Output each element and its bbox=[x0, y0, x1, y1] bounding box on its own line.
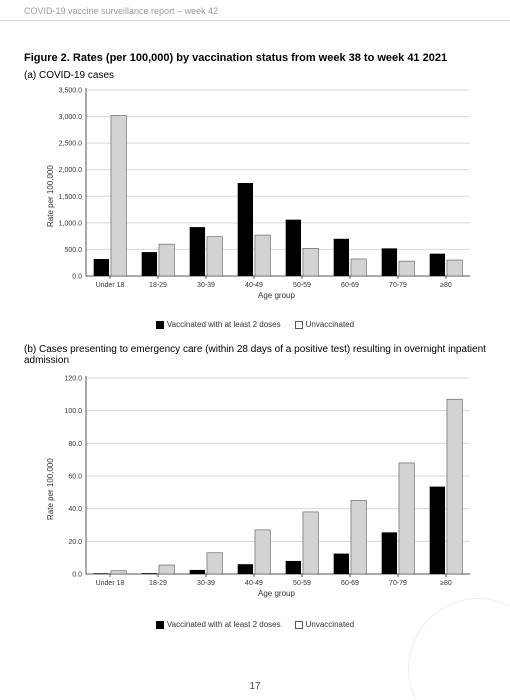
chart-b-svg: 0.0 20.0 40.0 60.0 80.0 100.0 120.0 Under 18 18-… bbox=[44, 374, 474, 596]
svg-text:Under 18: Under 18 bbox=[96, 282, 125, 289]
page-number: 17 bbox=[0, 681, 510, 692]
header-rule bbox=[0, 20, 510, 21]
running-header: COVID-19 vaccine surveillance report – w… bbox=[24, 6, 218, 16]
figure-title: Figure 2. Rates (per 100,000) by vaccina… bbox=[24, 52, 447, 64]
svg-text:18-29: 18-29 bbox=[149, 282, 167, 289]
legend-swatch bbox=[295, 621, 303, 629]
svg-text:2,500.0: 2,500.0 bbox=[59, 141, 82, 148]
chart-b: Rate per 100,000 0.0 20.0 40.0 60.0 80.0 100.… bbox=[44, 374, 474, 596]
chart-a-legend: Vaccinated with at least 2 doses Unvaccin… bbox=[0, 320, 510, 329]
svg-text:30-39: 30-39 bbox=[197, 580, 215, 587]
chart-a-x-axis-label: Age group bbox=[258, 291, 295, 300]
chart-b-x-axis-label: Age group bbox=[258, 589, 295, 598]
svg-text:≥80: ≥80 bbox=[440, 580, 452, 587]
svg-text:20.0: 20.0 bbox=[68, 539, 82, 546]
chart-a-y-axis-label: Rate per 100,000 bbox=[46, 165, 55, 227]
document-page: COVID-19 vaccine surveillance report – w… bbox=[0, 0, 510, 700]
chart-a-subtitle: (a) COVID-19 cases bbox=[24, 70, 114, 81]
legend-swatch bbox=[295, 321, 303, 329]
legend-item: Unvaccinated bbox=[295, 620, 354, 629]
svg-text:40.0: 40.0 bbox=[68, 506, 82, 513]
legend-label: Vaccinated with at least 2 doses bbox=[167, 620, 281, 629]
chart-a: Rate per 100,000 0.0 500.0 1,000.0 1,500.0 2… bbox=[44, 86, 474, 298]
svg-text:3,000.0: 3,000.0 bbox=[59, 114, 82, 121]
svg-text:60-69: 60-69 bbox=[341, 282, 359, 289]
svg-text:80.0: 80.0 bbox=[68, 441, 82, 448]
svg-text:1,000.0: 1,000.0 bbox=[59, 220, 82, 227]
legend-item: Vaccinated with at least 2 doses bbox=[156, 620, 281, 629]
svg-text:40-49: 40-49 bbox=[245, 580, 263, 587]
svg-text:0.0: 0.0 bbox=[72, 572, 82, 579]
svg-text:2,000.0: 2,000.0 bbox=[59, 167, 82, 174]
legend-item: Vaccinated with at least 2 doses bbox=[156, 320, 281, 329]
chart-a-svg: 0.0 500.0 1,000.0 1,500.0 2,000.0 2,500.0 3,00… bbox=[44, 86, 474, 298]
svg-text:60-69: 60-69 bbox=[341, 580, 359, 587]
legend-label: Unvaccinated bbox=[306, 620, 354, 629]
legend-item: Unvaccinated bbox=[295, 320, 354, 329]
chart-b-subtitle: (b) Cases presenting to emergency care (… bbox=[24, 344, 486, 366]
svg-text:60.0: 60.0 bbox=[68, 474, 82, 481]
svg-text:30-39: 30-39 bbox=[197, 282, 215, 289]
svg-text:50-59: 50-59 bbox=[293, 580, 311, 587]
svg-text:120.0: 120.0 bbox=[64, 376, 82, 383]
legend-swatch bbox=[156, 321, 164, 329]
svg-text:1,500.0: 1,500.0 bbox=[59, 194, 82, 201]
svg-text:50-59: 50-59 bbox=[293, 282, 311, 289]
svg-text:0.0: 0.0 bbox=[72, 274, 82, 281]
svg-text:≥80: ≥80 bbox=[440, 282, 452, 289]
svg-text:500.0: 500.0 bbox=[64, 247, 82, 254]
chart-b-legend: Vaccinated with at least 2 doses Unvaccin… bbox=[0, 620, 510, 629]
svg-text:100.0: 100.0 bbox=[64, 408, 82, 415]
svg-text:70-79: 70-79 bbox=[389, 580, 407, 587]
svg-text:18-29: 18-29 bbox=[149, 580, 167, 587]
svg-text:70-79: 70-79 bbox=[389, 282, 407, 289]
legend-label: Unvaccinated bbox=[306, 320, 354, 329]
legend-label: Vaccinated with at least 2 doses bbox=[167, 320, 281, 329]
chart-b-y-axis-label: Rate per 100,000 bbox=[46, 458, 55, 520]
svg-text:3,500.0: 3,500.0 bbox=[59, 88, 82, 95]
svg-text:Under 18: Under 18 bbox=[96, 580, 125, 587]
legend-swatch bbox=[156, 621, 164, 629]
svg-text:40-49: 40-49 bbox=[245, 282, 263, 289]
